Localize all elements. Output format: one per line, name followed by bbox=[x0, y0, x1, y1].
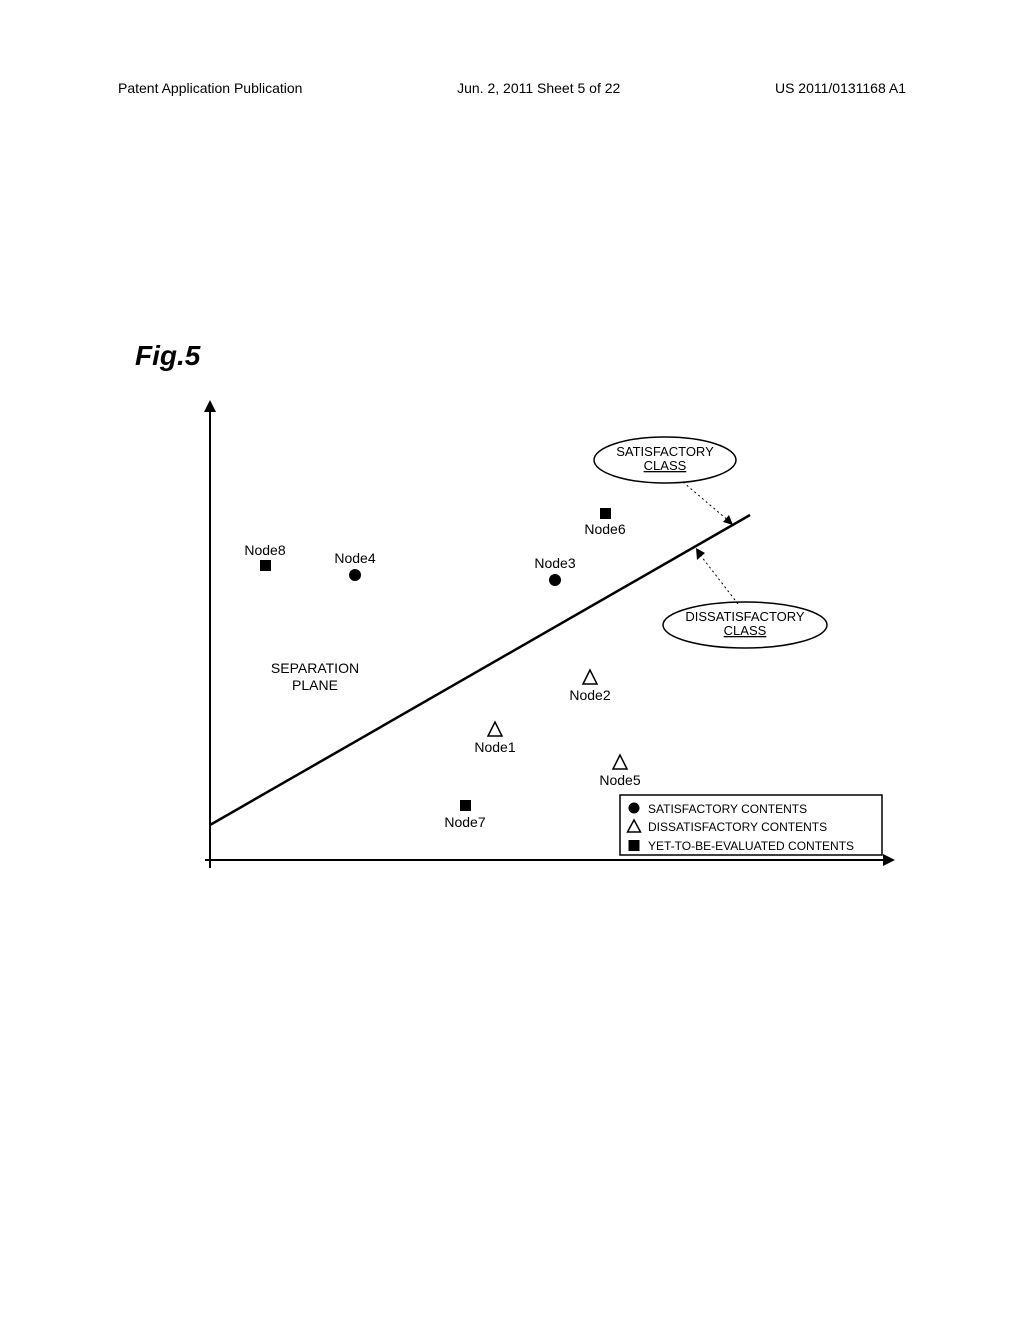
node5-marker bbox=[613, 755, 627, 769]
satisfactory-arrow-head bbox=[723, 515, 733, 525]
chart-svg: SEPARATION PLANE SATISFACTORY CLASS DISS… bbox=[190, 400, 910, 890]
satisfactory-arrow bbox=[683, 482, 730, 522]
node5-label: Node5 bbox=[599, 772, 640, 788]
legend-square-text: YET-TO-BE-EVALUATED CONTENTS bbox=[648, 839, 854, 853]
node6-marker bbox=[600, 508, 611, 519]
figure-label: Fig.5 bbox=[135, 340, 200, 372]
node8-marker bbox=[260, 560, 271, 571]
dissatisfactory-arrow-head bbox=[696, 548, 705, 560]
node1-label: Node1 bbox=[474, 739, 515, 755]
node2-label: Node2 bbox=[569, 687, 610, 703]
node2-marker bbox=[583, 670, 597, 684]
node3-label: Node3 bbox=[534, 555, 575, 571]
header-center: Jun. 2, 2011 Sheet 5 of 22 bbox=[457, 80, 620, 96]
header-left: Patent Application Publication bbox=[118, 80, 302, 96]
satisfactory-class-label-2: CLASS bbox=[644, 458, 687, 473]
node6-label: Node6 bbox=[584, 521, 625, 537]
chart-container: SEPARATION PLANE SATISFACTORY CLASS DISS… bbox=[190, 400, 910, 890]
page-header: Patent Application Publication Jun. 2, 2… bbox=[0, 80, 1024, 96]
dissatisfactory-arrow bbox=[698, 552, 738, 604]
legend-triangle-marker bbox=[628, 820, 641, 832]
node4-marker bbox=[349, 569, 361, 581]
satisfactory-class-label-1: SATISFACTORY bbox=[616, 444, 714, 459]
legend-circle-marker bbox=[629, 803, 640, 814]
separation-label-1: SEPARATION bbox=[271, 660, 359, 676]
legend-circle-text: SATISFACTORY CONTENTS bbox=[648, 802, 807, 816]
node1-marker bbox=[488, 722, 502, 736]
dissatisfactory-class-label-2: CLASS bbox=[724, 623, 767, 638]
node8-label: Node8 bbox=[244, 542, 285, 558]
legend-square-marker bbox=[629, 840, 640, 851]
node7-label: Node7 bbox=[444, 814, 485, 830]
header-right: US 2011/0131168 A1 bbox=[775, 80, 906, 96]
dissatisfactory-class-label-1: DISSATISFACTORY bbox=[685, 609, 805, 624]
separation-label-2: PLANE bbox=[292, 677, 338, 693]
legend-triangle-text: DISSATISFACTORY CONTENTS bbox=[648, 820, 827, 834]
y-axis-arrow bbox=[204, 400, 216, 412]
node7-marker bbox=[460, 800, 471, 811]
x-axis-arrow bbox=[883, 854, 895, 866]
node3-marker bbox=[549, 574, 561, 586]
node4-label: Node4 bbox=[334, 550, 375, 566]
